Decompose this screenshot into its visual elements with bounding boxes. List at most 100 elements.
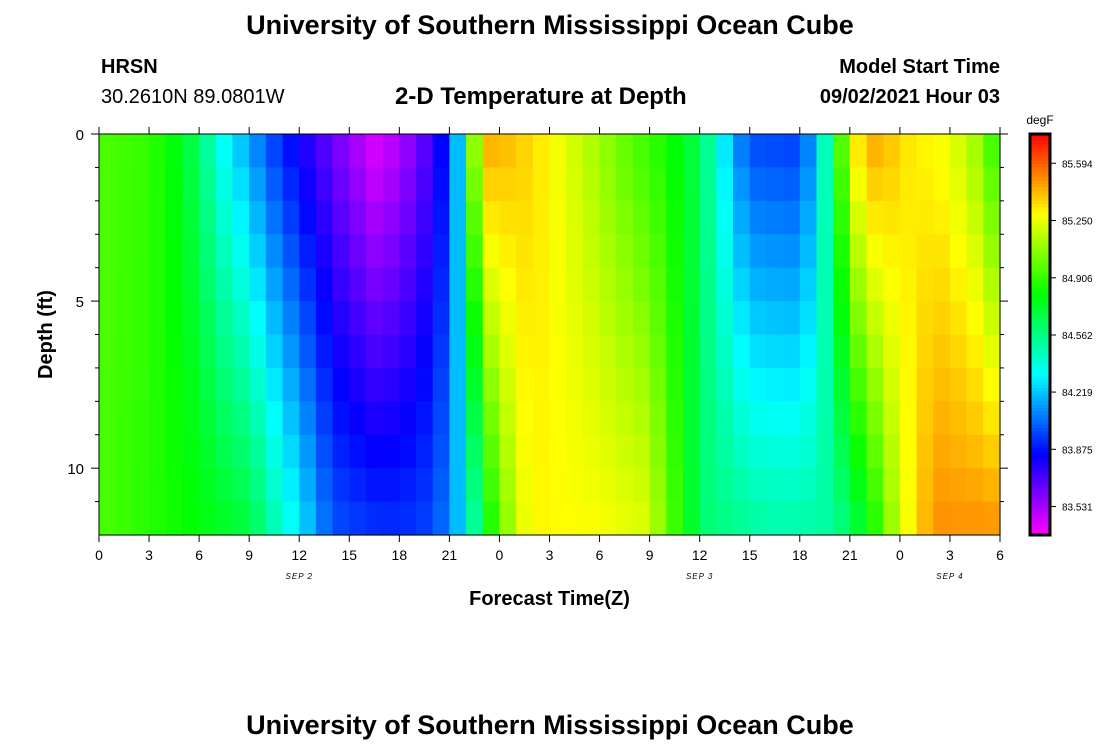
heatmap-cell <box>265 134 284 169</box>
heatmap-cell <box>315 301 334 336</box>
heatmap-cell <box>182 501 200 536</box>
page-title-bottom: University of Southern Mississippi Ocean… <box>246 710 854 740</box>
heatmap-cell <box>349 501 367 536</box>
heatmap-cell <box>516 501 534 536</box>
colorbar-segment <box>1030 494 1050 499</box>
heatmap-cell <box>315 200 334 235</box>
heatmap-cell <box>816 167 834 202</box>
colorbar-segment <box>1030 434 1050 439</box>
heatmap-cell <box>466 301 484 336</box>
heatmap-cell <box>582 401 601 436</box>
heatmap-cell <box>449 134 467 169</box>
heatmap-cell <box>416 301 434 336</box>
heatmap-cell <box>149 501 167 536</box>
heatmap-cell <box>332 267 350 302</box>
heatmap-cell <box>215 267 234 302</box>
x-tick-label: 6 <box>596 547 604 563</box>
date-label: SEP 3 <box>686 572 713 581</box>
x-tick-label: 9 <box>646 547 654 563</box>
heatmap-cell <box>733 367 751 402</box>
heatmap-cell <box>866 267 884 302</box>
heatmap-cell <box>115 134 133 169</box>
heatmap-cell <box>582 200 601 235</box>
colorbar-tick-label: 84.562 <box>1062 331 1093 342</box>
heatmap-cell <box>215 468 234 503</box>
heatmap-cell <box>532 134 551 169</box>
heatmap-cell <box>949 501 968 536</box>
heatmap-cell <box>566 134 584 169</box>
heatmap-cell <box>549 468 567 503</box>
heatmap-cell <box>749 267 768 302</box>
heatmap-cell <box>182 334 200 369</box>
heatmap-cell <box>616 501 634 536</box>
heatmap-cell <box>232 200 250 235</box>
heatmap-cell <box>866 234 884 269</box>
colorbar-segment <box>1030 364 1050 369</box>
heatmap-cell <box>315 501 334 536</box>
heatmap-cell <box>566 501 584 536</box>
colorbar-segment <box>1030 461 1050 466</box>
heatmap-cell <box>115 434 133 469</box>
heatmap-cell <box>499 267 517 302</box>
heatmap-cells <box>99 134 1001 536</box>
heatmap-cell <box>516 401 534 436</box>
heatmap-cell <box>949 468 968 503</box>
heatmap-cell <box>99 334 117 369</box>
heatmap-cell <box>699 267 717 302</box>
heatmap-cell <box>149 134 167 169</box>
heatmap-cell <box>632 200 651 235</box>
heatmap-cell <box>132 401 150 436</box>
colorbar-segment <box>1030 197 1050 202</box>
colorbar-segment <box>1030 411 1050 416</box>
heatmap-cell <box>716 501 734 536</box>
heatmap-cell <box>365 468 384 503</box>
colorbar-segment <box>1030 414 1050 419</box>
heatmap-cell <box>249 401 267 436</box>
heatmap-cell <box>282 468 300 503</box>
heatmap-cell <box>399 267 417 302</box>
heatmap-cell <box>382 434 400 469</box>
heatmap-cell <box>699 167 717 202</box>
heatmap-cell <box>849 301 868 336</box>
heatmap-cell <box>616 468 634 503</box>
heatmap-cell <box>132 200 150 235</box>
heatmap-cell <box>215 200 234 235</box>
heatmap-cell <box>949 367 968 402</box>
heatmap-cell <box>716 200 734 235</box>
heatmap-cell <box>99 134 117 169</box>
heatmap-cell <box>532 234 551 269</box>
heatmap-cell <box>382 234 400 269</box>
heatmap-cell <box>282 334 300 369</box>
heatmap-cell <box>599 200 617 235</box>
heatmap-cell <box>783 134 801 169</box>
colorbar-segment <box>1030 371 1050 376</box>
heatmap-cell <box>799 367 818 402</box>
heatmap-cell <box>199 334 217 369</box>
heatmap-cell <box>299 468 317 503</box>
heatmap-cell <box>682 334 701 369</box>
heatmap-cell <box>816 401 834 436</box>
colorbar-segment <box>1030 164 1050 169</box>
colorbar-tick-label: 84.906 <box>1062 274 1093 285</box>
heatmap-cell <box>666 267 684 302</box>
heatmap-cell <box>749 334 768 369</box>
heatmap-cell <box>265 167 284 202</box>
heatmap-cell <box>299 234 317 269</box>
colorbar-segment <box>1030 381 1050 386</box>
heatmap-cell <box>716 134 734 169</box>
heatmap-cell <box>432 267 450 302</box>
heatmap-cell <box>983 401 1001 436</box>
heatmap-cell <box>499 167 517 202</box>
heatmap-cell <box>482 501 501 536</box>
heatmap-cell <box>249 267 267 302</box>
y-tick-label: 0 <box>76 127 84 144</box>
heatmap-cell <box>215 434 234 469</box>
heatmap-cell <box>349 167 367 202</box>
heatmap-cell <box>449 401 467 436</box>
colorbar-segment <box>1030 524 1050 529</box>
heatmap-cell <box>949 334 968 369</box>
heatmap-cell <box>666 134 684 169</box>
y-tick-label: 5 <box>76 294 84 311</box>
heatmap-cell <box>799 234 818 269</box>
